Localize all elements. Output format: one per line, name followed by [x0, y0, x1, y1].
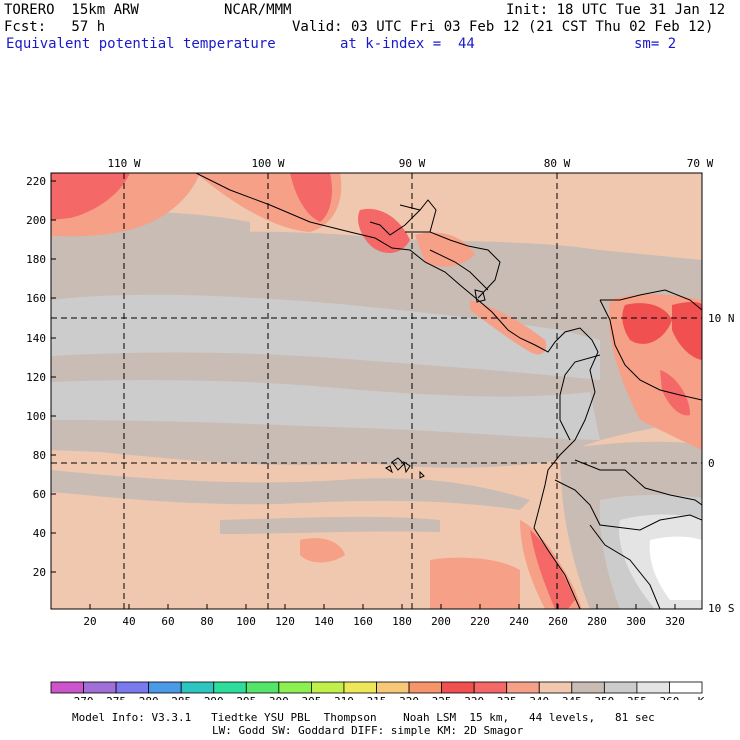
field-name: Equivalent potential temperature: [6, 36, 276, 52]
colorbar-swatch: [115, 681, 150, 694]
colorbar-swatch: [310, 681, 345, 694]
forecast-hour: Fcst: 57 h: [4, 19, 106, 35]
colorbar-label: 350: [594, 695, 614, 700]
y-tick-label: 100: [26, 410, 46, 423]
colorbar-swatch: [278, 681, 312, 694]
colorbar-swatch: [473, 681, 508, 694]
x-tick-label: 80: [200, 615, 213, 628]
lon-label-80w: 80 W: [544, 157, 571, 170]
colorbar-labels: 270 275 280 285 290 295 300 305 310 315 320 325 330 3…: [74, 695, 680, 700]
x-tick-label: 220: [470, 615, 490, 628]
colorbar-label: 280: [139, 695, 159, 700]
colorbar-swatch: [83, 681, 117, 694]
y-tick-label: 160: [26, 292, 46, 305]
lat-label-0: 0: [708, 457, 715, 470]
colorbar-swatch: [506, 681, 540, 694]
colorbar-label: 325: [432, 695, 452, 700]
y-tick-label: 80: [33, 449, 46, 462]
colorbar-label: 315: [367, 695, 387, 700]
model-name: TORERO 15km ARW: [4, 2, 139, 18]
y-tick-label: 180: [26, 253, 46, 266]
x-tick-label: 260: [548, 615, 568, 628]
y-tick-label: 40: [33, 527, 46, 540]
x-tick-label: 160: [353, 615, 373, 628]
y-tick-label: 140: [26, 332, 46, 345]
model-info-line2: LW: Godd SW: Goddard DIFF: simple KM: 2D…: [212, 724, 524, 737]
lon-label-100w: 100 W: [251, 157, 284, 170]
colorbar-swatch: [376, 681, 410, 694]
x-tick-label: 40: [122, 615, 135, 628]
colorbar-label: 355: [627, 695, 647, 700]
colorbar-swatch: [180, 681, 215, 694]
lon-label-70w: 70 W: [687, 157, 714, 170]
lat-label-10s: 10 S: [708, 602, 735, 615]
colorbar-label: 345: [562, 695, 582, 700]
colorbar-swatch: [441, 681, 475, 694]
colorbar-swatch: [669, 681, 703, 694]
lat-label-10n: 10 N: [708, 312, 735, 325]
y-tick-label: 20: [33, 566, 46, 579]
colorbar-swatch: [343, 681, 377, 694]
colorbar-label: 335: [497, 695, 517, 700]
colorbar-swatch: [571, 681, 605, 694]
colorbar: [50, 681, 703, 694]
valid-time: Valid: 03 UTC Fri 03 Feb 12 (21 CST Thu …: [292, 19, 714, 35]
colorbar-swatch: [213, 681, 247, 694]
x-tick-label: 20: [83, 615, 96, 628]
lon-label-110w: 110 W: [107, 157, 140, 170]
colorbar-swatch: [636, 681, 670, 694]
colorbar-label: 270: [74, 695, 94, 700]
colorbar-label: 285: [171, 695, 191, 700]
frame-ticks: [51, 180, 676, 609]
colorbar-swatch: [50, 681, 84, 694]
colorbar-swatch: [538, 681, 573, 694]
y-tick-label: 120: [26, 371, 46, 384]
organization: NCAR/MMM: [224, 2, 292, 18]
x-tick-label: 100: [236, 615, 256, 628]
map-plot: 110 W 100 W 90 W 80 W 70 W 10 N 0 10 S 2…: [26, 157, 735, 700]
init-time: Init: 18 UTC Tue 31 Jan 12: [506, 2, 726, 18]
map-frame: [50, 172, 703, 610]
colorbar-label: 300: [269, 695, 289, 700]
lon-label-90w: 90 W: [399, 157, 426, 170]
colorbar-label: 310: [334, 695, 354, 700]
colorbar-label: 320: [399, 695, 419, 700]
theta-e-field: [51, 173, 702, 609]
y-tick-label: 60: [33, 488, 46, 501]
x-tick-label: 120: [275, 615, 295, 628]
colorbar-label: 295: [236, 695, 256, 700]
colorbar-swatch: [408, 681, 442, 694]
colorbar-label: 330: [464, 695, 484, 700]
lat-lon-grid: [51, 173, 702, 609]
level-index: at k-index = 44: [340, 36, 475, 52]
x-tick-label: 200: [431, 615, 451, 628]
colorbar-swatch: [603, 681, 638, 694]
colorbar-swatch: [148, 681, 182, 694]
colorbar-label: 275: [106, 695, 126, 700]
colorbar-unit: K: [698, 695, 705, 700]
x-tick-label: 300: [626, 615, 646, 628]
colorbar-label: 305: [301, 695, 321, 700]
colorbar-label: 360: [660, 695, 680, 700]
x-tick-label: 320: [665, 615, 685, 628]
smoothing: sm= 2: [634, 36, 677, 52]
model-info-line1: Model Info: V3.3.1 Tiedtke YSU PBL Thomp…: [72, 711, 655, 724]
coastlines: [195, 173, 702, 609]
x-tick-label: 140: [314, 615, 334, 628]
y-tick-label: 220: [26, 175, 46, 188]
x-tick-label: 180: [392, 615, 412, 628]
y-tick-label: 200: [26, 214, 46, 227]
x-tick-label: 280: [587, 615, 607, 628]
colorbar-swatch: [245, 681, 280, 694]
colorbar-label: 290: [204, 695, 224, 700]
x-tick-label: 60: [161, 615, 174, 628]
x-tick-label: 240: [509, 615, 529, 628]
colorbar-label: 340: [529, 695, 549, 700]
